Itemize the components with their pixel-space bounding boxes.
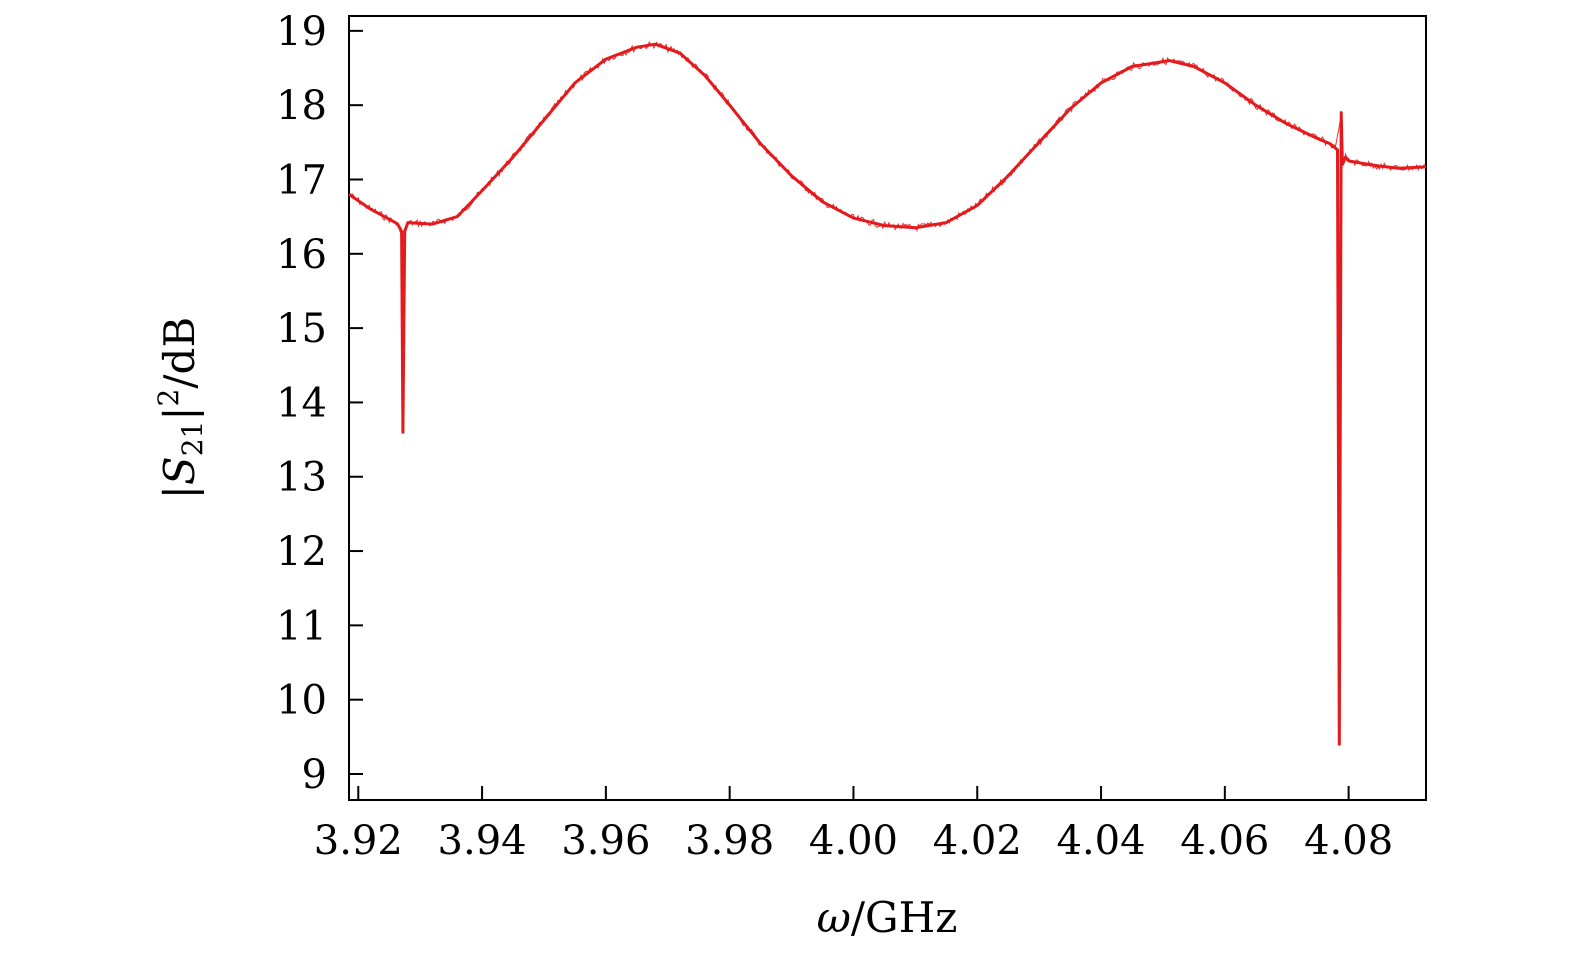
y-axis-unit: /dB [155, 317, 204, 389]
y-tick-label: 13 [276, 455, 327, 501]
x-tick-label: 3.98 [685, 818, 774, 864]
x-tick-label: 4.00 [809, 818, 898, 864]
y-tick-label: 18 [276, 83, 327, 129]
x-tick-label: 3.92 [314, 818, 403, 864]
x-tick-label: 4.02 [933, 818, 1022, 864]
x-tick-label: 4.06 [1180, 818, 1269, 864]
series-line [348, 42, 1427, 746]
y-tick-label: 10 [276, 678, 327, 724]
y-axis-symbol: S [155, 456, 204, 485]
y-tick-label: 11 [276, 603, 327, 649]
y-tick-label: 12 [276, 529, 327, 575]
y-axis-ticks: 9 10 11 12 13 14 15 16 17 18 19 [276, 9, 363, 798]
y-axis-post: | [155, 407, 204, 421]
x-axis-symbol: ω [817, 893, 851, 942]
y-tick-label: 19 [276, 9, 327, 55]
y-tick-label: 9 [302, 752, 327, 798]
x-axis-title: ω/GHz [817, 893, 958, 942]
y-tick-label: 14 [276, 380, 327, 426]
y-tick-label: 16 [276, 232, 327, 278]
y-tick-label: 15 [276, 306, 327, 352]
plot-frame [348, 15, 1427, 801]
x-axis-ticks: 3.92 3.94 3.96 3.98 4.00 4.02 4.04 4.06 4.08 [314, 786, 1393, 864]
y-axis-pre: | [155, 485, 204, 499]
x-tick-label: 4.08 [1304, 818, 1393, 864]
series-noise [348, 41, 1425, 233]
x-axis-unit: /GHz [851, 893, 957, 942]
x-tick-label: 3.96 [561, 818, 650, 864]
x-tick-label: 3.94 [438, 818, 527, 864]
x-tick-label: 4.04 [1057, 818, 1146, 864]
y-axis-subscript: 21 [176, 421, 209, 457]
y-axis-title: |S21|2/dB [152, 317, 209, 499]
y-tick-label: 17 [276, 157, 327, 203]
y-axis-superscript: 2 [152, 389, 185, 407]
series-layer [348, 41, 1427, 746]
